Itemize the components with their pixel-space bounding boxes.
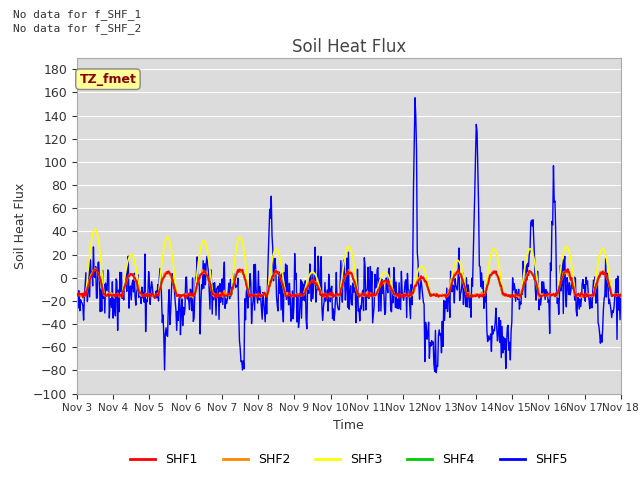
Text: No data for f_SHF_1: No data for f_SHF_1 [13,9,141,20]
Text: No data for f_SHF_2: No data for f_SHF_2 [13,23,141,34]
Title: Soil Heat Flux: Soil Heat Flux [292,38,406,56]
Text: TZ_fmet: TZ_fmet [79,73,136,86]
Legend: SHF1, SHF2, SHF3, SHF4, SHF5: SHF1, SHF2, SHF3, SHF4, SHF5 [125,448,572,471]
X-axis label: Time: Time [333,419,364,432]
Y-axis label: Soil Heat Flux: Soil Heat Flux [14,182,27,269]
